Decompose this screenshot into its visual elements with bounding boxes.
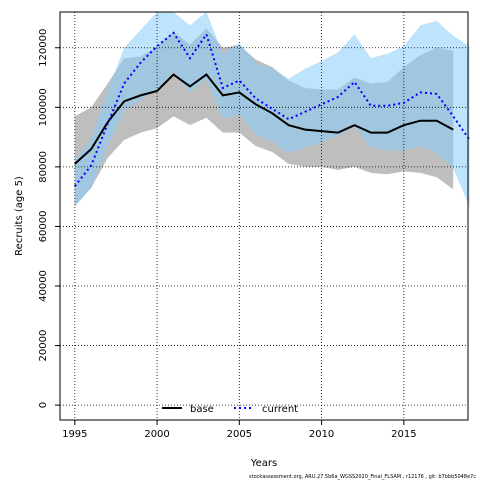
- y-axis: 0 20000 40000 60000 80000 100000 120000: [38, 29, 60, 408]
- x-axis-label: Years: [250, 458, 277, 469]
- y-tick-label-80000: 80000: [38, 151, 49, 183]
- x-axis: 1995 2000 2005 2010 2015: [62, 420, 417, 440]
- x-tick-label-2000: 2000: [144, 429, 169, 440]
- x-tick-label-2015: 2015: [391, 429, 416, 440]
- grid-lines: [60, 12, 468, 420]
- y-tick-label-120000: 120000: [38, 29, 49, 67]
- x-tick-label-2005: 2005: [227, 429, 252, 440]
- confidence-bands: [74, 12, 470, 208]
- series-line-current: [74, 31, 471, 187]
- confidence-band-current: [74, 12, 470, 208]
- legend: base current: [162, 404, 298, 415]
- y-tick-label-60000: 60000: [38, 211, 49, 243]
- footer-credit: stockassessment.org, ARU.27.5b6a_WGSS202…: [249, 474, 476, 480]
- y-tick-label-20000: 20000: [38, 330, 49, 362]
- legend-label-base: base: [190, 404, 214, 415]
- x-tick-label-2010: 2010: [309, 429, 334, 440]
- x-tick-label-1995: 1995: [62, 429, 87, 440]
- y-tick-label-100000: 100000: [38, 88, 49, 126]
- series-lines: [74, 31, 471, 187]
- y-tick-label-0: 0: [38, 402, 49, 408]
- y-tick-label-40000: 40000: [38, 270, 49, 302]
- y-axis-label: Recruits (age 5): [14, 176, 25, 256]
- plot-frame: [59, 11, 469, 421]
- legend-label-current: current: [262, 404, 298, 415]
- series-line-base: [74, 73, 454, 165]
